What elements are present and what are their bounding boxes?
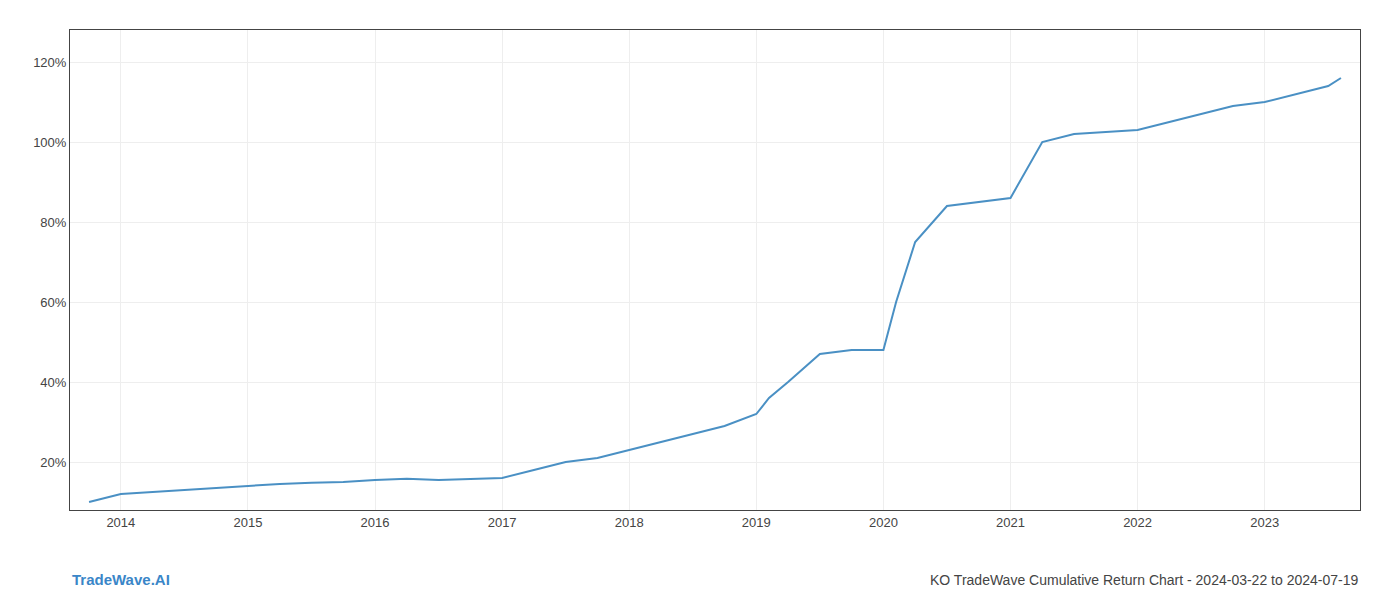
svg-text:2016: 2016 [361, 515, 390, 530]
svg-text:60%: 60% [40, 295, 66, 310]
svg-text:2021: 2021 [996, 515, 1025, 530]
svg-text:TradeWave.AI: TradeWave.AI [72, 571, 170, 588]
svg-text:2018: 2018 [615, 515, 644, 530]
svg-text:2019: 2019 [742, 515, 771, 530]
svg-text:2022: 2022 [1123, 515, 1152, 530]
svg-text:KO TradeWave Cumulative Return: KO TradeWave Cumulative Return Chart - 2… [930, 572, 1358, 588]
svg-text:2023: 2023 [1250, 515, 1279, 530]
svg-text:120%: 120% [33, 55, 67, 70]
svg-text:40%: 40% [40, 375, 66, 390]
svg-text:2020: 2020 [869, 515, 898, 530]
svg-text:20%: 20% [40, 455, 66, 470]
svg-text:2017: 2017 [488, 515, 517, 530]
svg-text:80%: 80% [40, 215, 66, 230]
svg-text:2014: 2014 [106, 515, 135, 530]
svg-text:100%: 100% [33, 135, 67, 150]
svg-text:2015: 2015 [233, 515, 262, 530]
